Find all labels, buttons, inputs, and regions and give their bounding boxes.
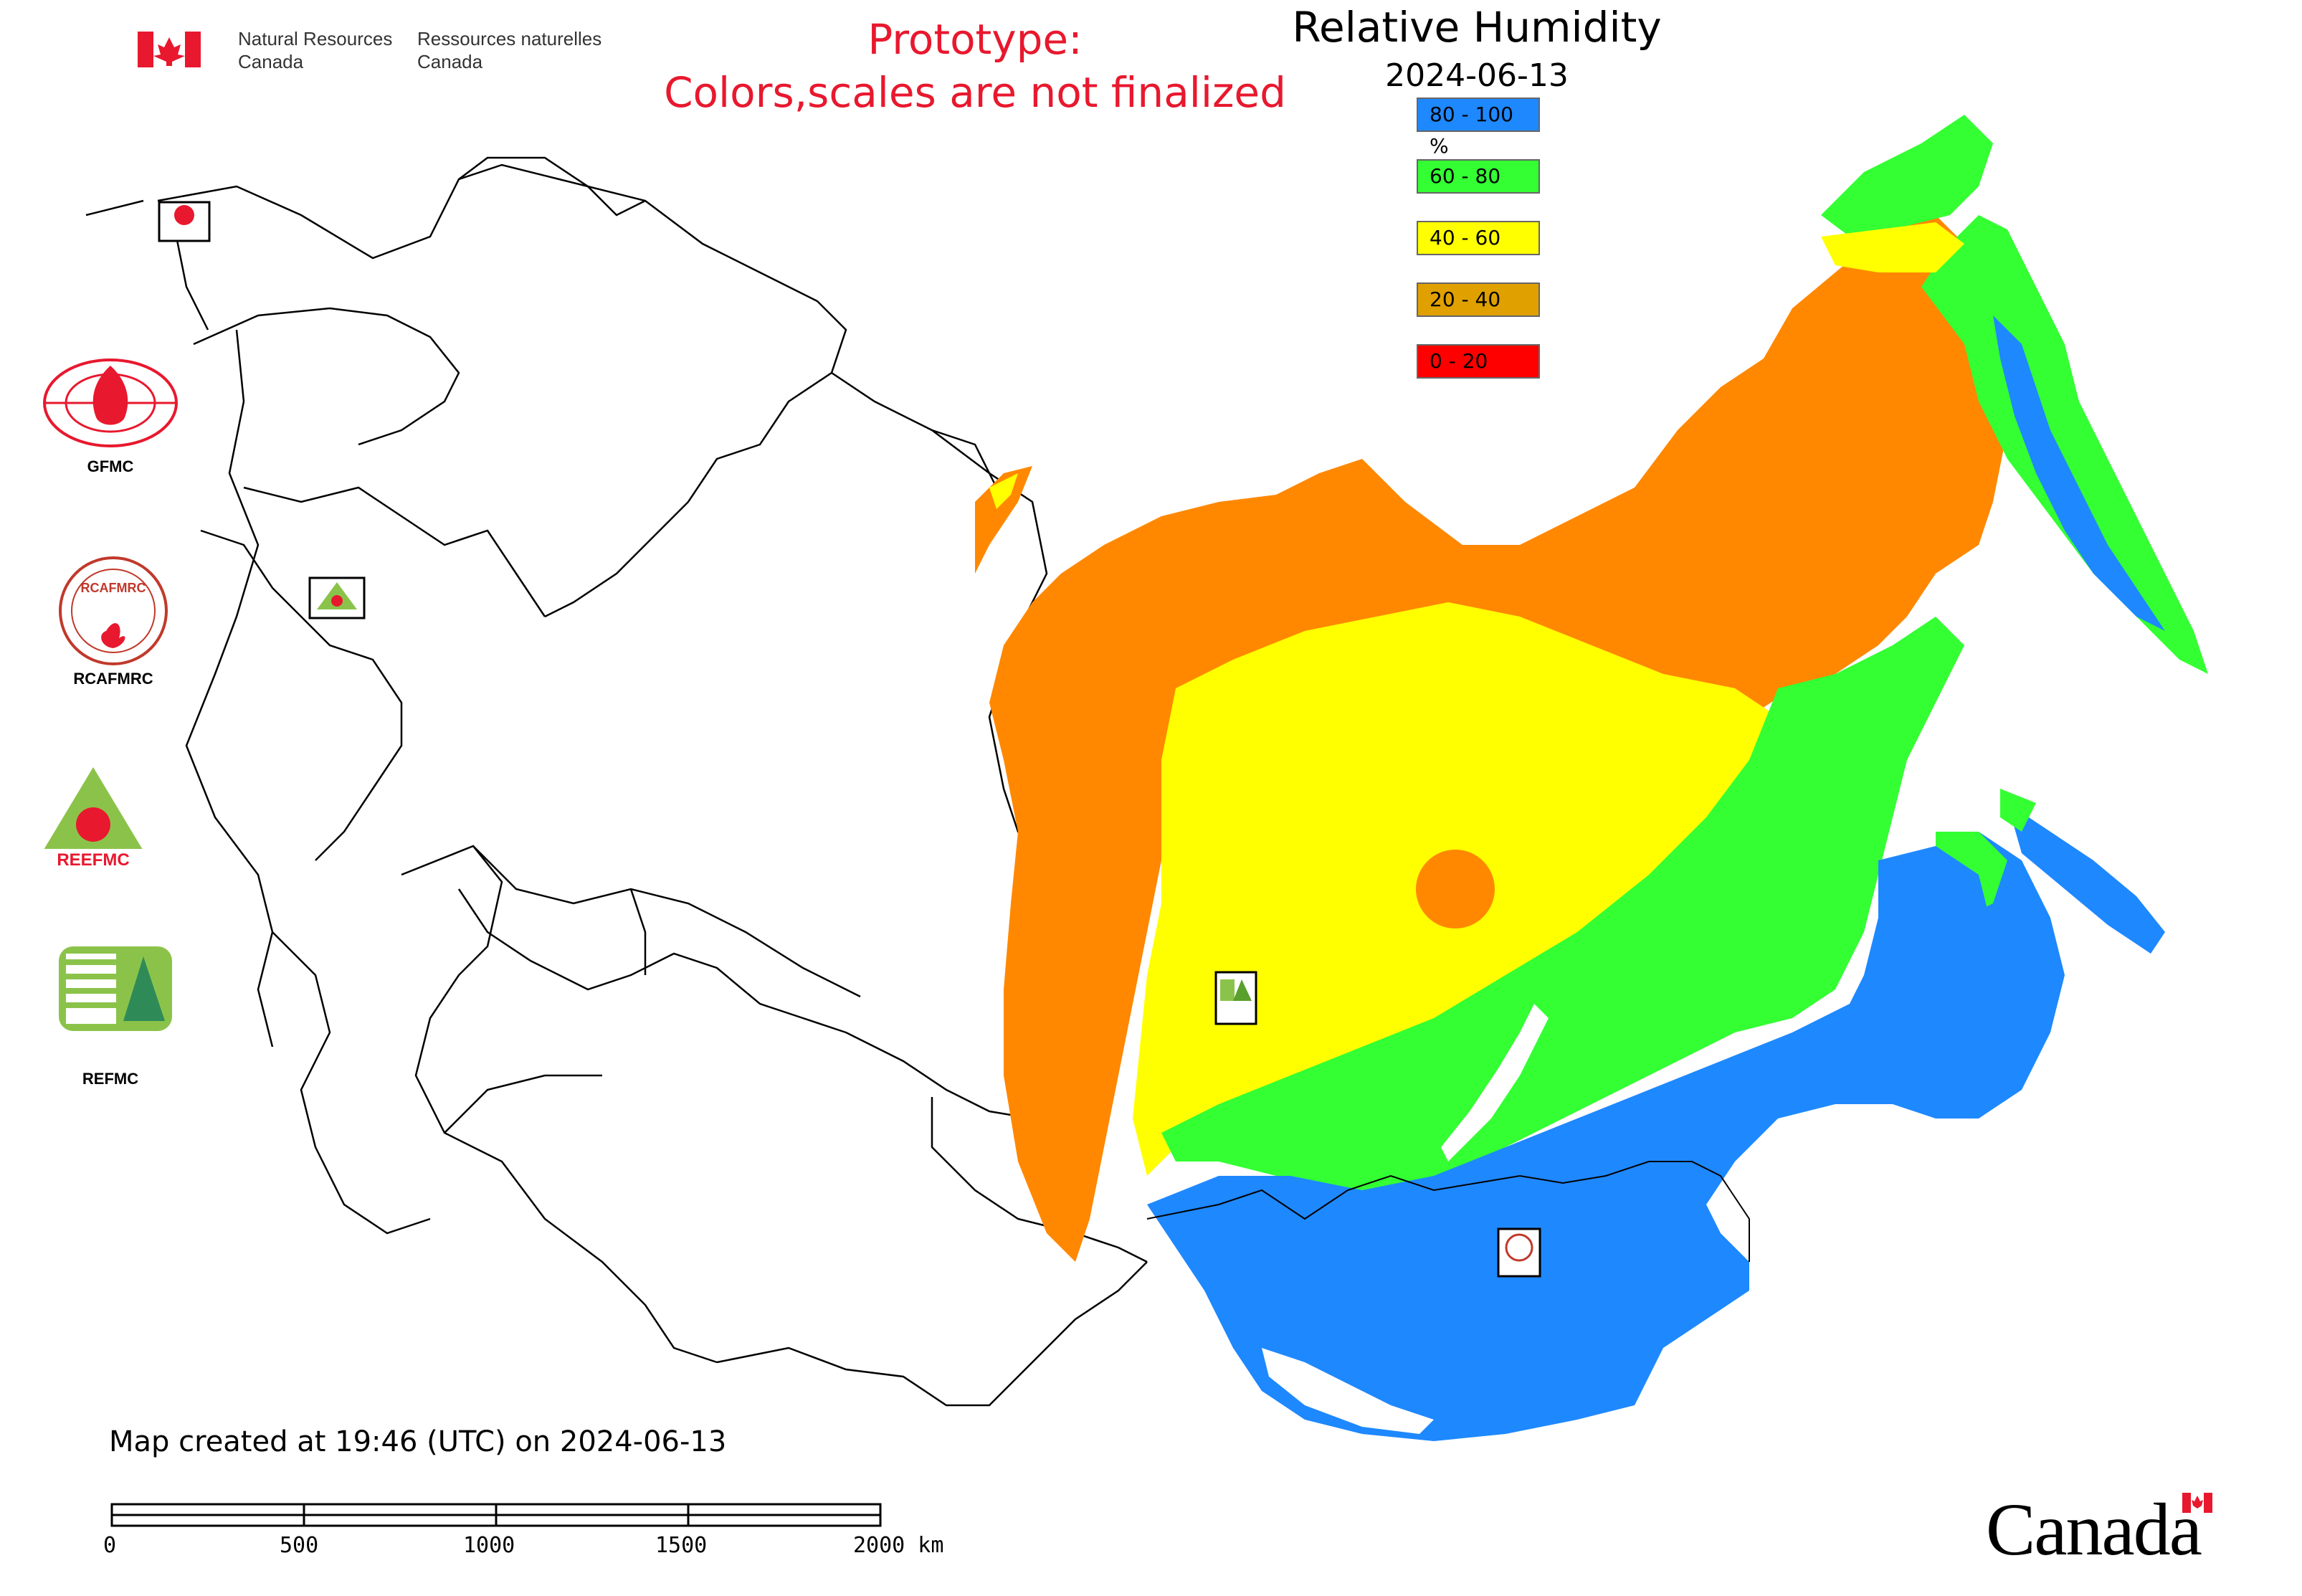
ne-top-green xyxy=(1821,115,1993,237)
scale-tick-1000: 1000 xyxy=(463,1533,515,1558)
dept-fr-line1: Ressources naturelles xyxy=(417,28,602,49)
island-east-green xyxy=(2000,789,2036,832)
scale-tick-2000: 2000 km xyxy=(853,1533,944,1558)
scale-tick-0: 0 xyxy=(103,1533,117,1558)
novaya-zemlya xyxy=(975,466,1032,574)
refmc-logo xyxy=(59,946,172,1031)
legend-item-0-20: 0 - 20 xyxy=(1417,344,1540,379)
green-zone xyxy=(1161,617,1964,1190)
canada-flag-icon xyxy=(138,32,201,67)
dept-name-en: Natural Resources Canada xyxy=(238,27,392,73)
island-east xyxy=(2007,803,2165,954)
gfmc-logo xyxy=(43,358,178,447)
legend-item-20-40: 20 - 40 xyxy=(1417,282,1540,317)
legend-item-60-80: 60 - 80 xyxy=(1417,159,1540,194)
rcafmrc-label: RCAFMRC xyxy=(73,670,153,688)
taimyr xyxy=(1262,473,1405,538)
ne-top-yellow xyxy=(1821,222,1964,272)
ne-green xyxy=(1921,215,2208,674)
country-outlines xyxy=(85,156,1148,1407)
refmc-label: REFMC xyxy=(82,1070,139,1088)
canada-wordmark: Canada xyxy=(1986,1488,2202,1571)
dept-name-fr: Ressources naturelles Canada xyxy=(417,27,601,73)
reefmc-logo xyxy=(37,767,152,870)
south-white xyxy=(1262,1348,1434,1434)
map-created-note: Map created at 19:46 (UTC) on 2024-06-13 xyxy=(109,1425,727,1458)
prototype-notice: Prototype: Colors,scales are not finaliz… xyxy=(631,13,1319,119)
rcafmrc-logo xyxy=(59,556,168,665)
scale-tick-1500: 1500 xyxy=(655,1533,708,1558)
scale-bar xyxy=(110,1503,882,1527)
ne-blue xyxy=(1993,315,2165,631)
blue-zone xyxy=(1147,832,2065,1441)
orange-zone xyxy=(989,215,2007,1262)
scale-tick-500: 500 xyxy=(280,1533,319,1558)
reefmc-logo-text: REEFMC xyxy=(57,850,130,870)
prototype-line1: Prototype: xyxy=(867,15,1083,64)
prototype-line2: Colors,scales are not finalized xyxy=(664,68,1286,117)
dept-en-line2: Canada xyxy=(238,51,304,72)
coast-blue xyxy=(1850,846,1993,1104)
canada-wordmark-flag-icon xyxy=(2182,1493,2212,1513)
dept-en-line1: Natural Resources xyxy=(238,28,393,49)
rcafmrc-logo-text: RCAFMRC xyxy=(80,581,146,595)
nz-yellow xyxy=(989,473,1018,509)
dept-fr-line2: Canada xyxy=(417,51,483,72)
lake xyxy=(1441,1004,1549,1162)
map-date: 2024-06-13 xyxy=(1385,57,1569,94)
border-lines xyxy=(1146,1161,1750,1262)
legend-item-80-100: 80 - 100 % xyxy=(1417,98,1540,158)
humidity-region xyxy=(975,115,2208,1441)
map-badges xyxy=(158,201,1541,1278)
rcafmrc-badge xyxy=(1497,1227,1541,1278)
orange-blob xyxy=(1416,850,1495,928)
legend-item-40-60: 40 - 60 xyxy=(1417,221,1540,255)
gfmc-label: GFMC xyxy=(87,457,134,475)
map-title: Relative Humidity xyxy=(1292,3,1662,52)
